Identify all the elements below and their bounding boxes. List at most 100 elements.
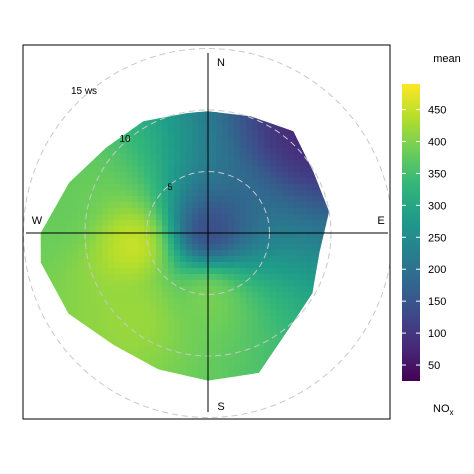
heat-cell xyxy=(156,394,163,401)
heat-cell xyxy=(162,202,169,209)
heat-cell xyxy=(312,142,319,149)
heat-cell xyxy=(114,364,121,371)
heat-cell xyxy=(192,304,199,311)
heat-cell xyxy=(54,304,61,311)
heat-cell xyxy=(306,232,313,239)
heat-cell xyxy=(240,286,247,293)
heat-cell xyxy=(240,148,247,155)
heat-cell xyxy=(252,136,259,143)
heat-cell xyxy=(312,232,319,239)
heat-cell xyxy=(312,280,319,287)
heat-cell xyxy=(72,280,79,287)
heat-cell xyxy=(54,111,61,113)
heat-cell xyxy=(162,292,169,299)
heat-cell xyxy=(222,220,229,227)
heat-cell xyxy=(156,184,163,191)
heat-cell xyxy=(246,316,253,323)
heat-cell xyxy=(162,214,169,221)
heat-cell xyxy=(258,178,265,185)
heat-cell xyxy=(180,112,187,119)
heat-cell xyxy=(96,202,103,209)
heat-cell xyxy=(156,352,163,359)
heat-cell xyxy=(192,376,199,381)
heat-cell xyxy=(66,304,73,311)
heat-cell xyxy=(192,130,199,137)
heat-cell xyxy=(324,286,330,293)
heat-cell xyxy=(312,256,319,263)
heat-cell xyxy=(138,370,145,377)
heat-cell xyxy=(234,310,241,317)
heat-cell xyxy=(222,124,229,131)
heat-cell xyxy=(324,172,330,179)
heat-cell xyxy=(126,382,133,389)
heat-cell xyxy=(54,130,61,137)
heat-cell xyxy=(216,268,223,275)
heat-cell xyxy=(30,196,37,203)
heat-cell xyxy=(312,178,319,185)
heat-cell xyxy=(288,111,295,113)
heat-cell xyxy=(300,340,307,347)
heat-cell xyxy=(84,100,91,107)
heat-cell xyxy=(258,232,265,239)
heat-cell xyxy=(72,268,79,275)
heat-cell xyxy=(150,274,157,281)
heat-cell xyxy=(264,376,271,381)
heat-cell xyxy=(282,178,289,185)
heat-cell xyxy=(234,160,241,167)
heat-cell xyxy=(42,328,49,335)
heat-cell xyxy=(186,280,193,287)
heat-cell xyxy=(210,346,217,353)
heat-cell xyxy=(264,298,271,305)
heat-cell xyxy=(90,178,97,185)
heat-cell xyxy=(288,250,295,257)
heat-cell xyxy=(84,322,91,329)
heat-cell xyxy=(264,172,271,179)
heat-cell xyxy=(198,262,205,269)
heat-cell xyxy=(288,244,295,251)
heat-cell xyxy=(276,196,283,203)
heat-cell xyxy=(138,208,145,215)
heat-cell xyxy=(258,388,265,395)
heat-cell xyxy=(90,364,97,371)
heat-cell xyxy=(300,352,307,359)
heat-cell xyxy=(90,166,97,173)
heat-cell xyxy=(252,111,259,113)
heat-cell xyxy=(252,124,259,131)
heat-cell xyxy=(84,178,91,185)
heat-cell xyxy=(210,232,217,239)
heat-cell xyxy=(318,136,325,143)
heat-cell xyxy=(264,190,271,197)
heat-cell xyxy=(114,160,121,167)
heat-cell xyxy=(168,316,175,323)
heat-cell xyxy=(156,346,163,353)
heat-cell xyxy=(264,148,271,155)
heat-cell xyxy=(228,142,235,149)
heat-cell xyxy=(300,388,307,395)
heat-cell xyxy=(294,111,301,113)
heat-cell xyxy=(198,352,205,359)
heat-cell xyxy=(288,232,295,239)
heat-cell xyxy=(198,118,205,125)
heat-cell xyxy=(282,100,289,107)
heat-cell xyxy=(318,226,325,233)
heat-cell xyxy=(324,394,331,401)
heat-cell xyxy=(144,214,151,221)
heat-cell xyxy=(144,166,151,173)
heat-cell xyxy=(90,208,97,215)
heat-cell xyxy=(108,130,115,137)
heat-cell xyxy=(312,184,319,191)
heat-cell xyxy=(102,256,109,263)
heat-cell xyxy=(228,196,235,203)
heat-cell xyxy=(282,111,289,113)
heat-cell xyxy=(156,238,163,245)
heat-cell xyxy=(72,124,79,131)
heat-cell xyxy=(210,136,217,143)
heat-cell xyxy=(90,298,97,305)
heat-cell xyxy=(288,172,295,179)
heat-cell xyxy=(144,358,151,365)
heat-cell xyxy=(108,322,115,329)
heat-cell xyxy=(216,172,223,179)
heat-cell xyxy=(288,100,295,107)
heat-cell xyxy=(30,262,37,269)
heat-cell xyxy=(258,370,265,377)
